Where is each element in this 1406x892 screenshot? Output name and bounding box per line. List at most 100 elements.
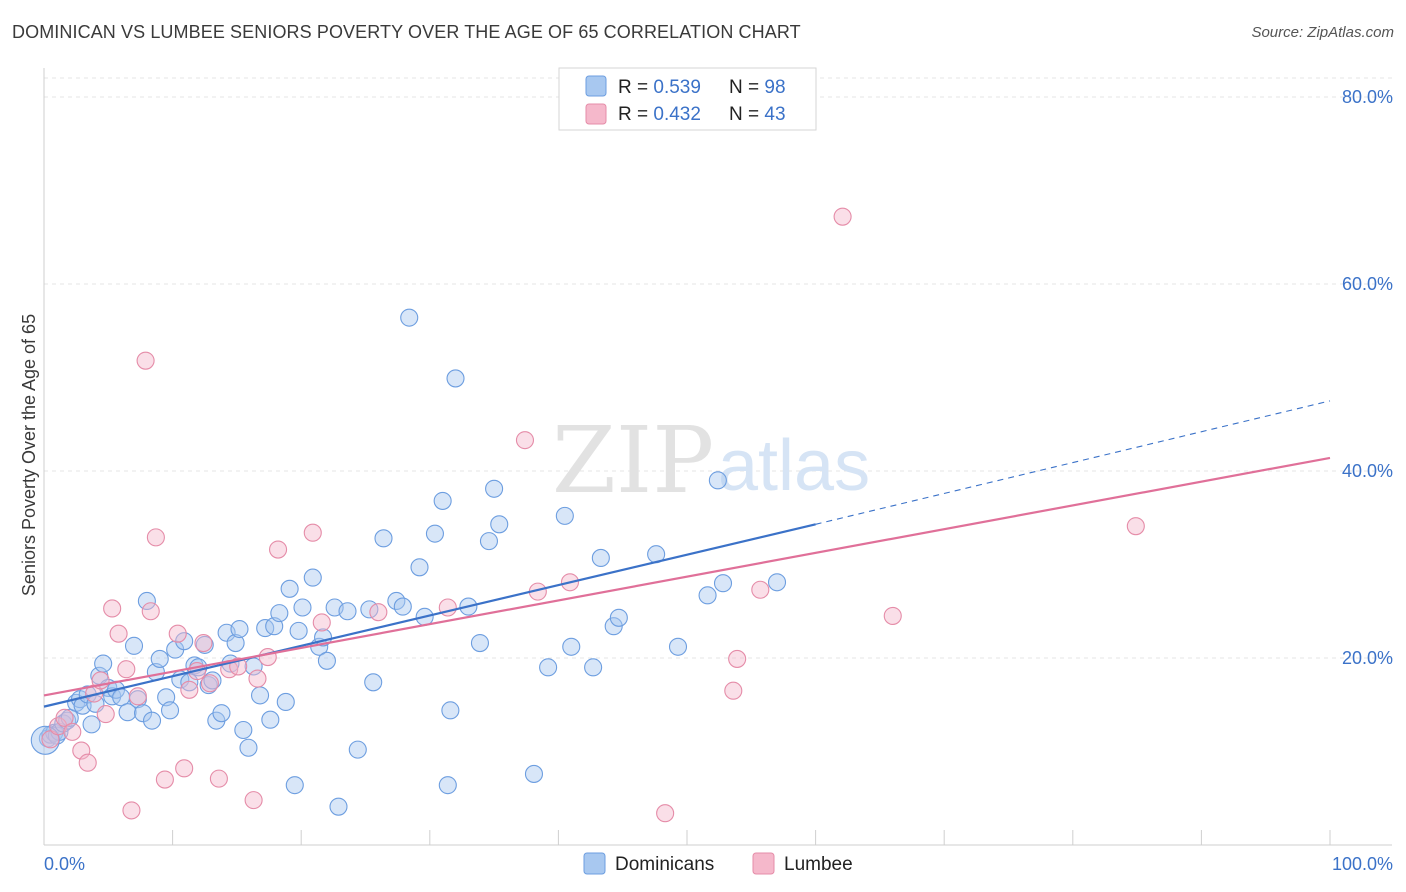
dominicans-point-95	[708, 471, 727, 490]
lumbee-point-15	[141, 602, 160, 621]
dominicans-point-43	[226, 633, 245, 653]
legend-bottom: Dominicans Lumbee	[583, 852, 853, 875]
dominicans-point-71	[400, 308, 419, 327]
dominicans-point-94	[698, 586, 717, 605]
dominicans-point-61	[317, 651, 336, 670]
lumbee-point-22	[194, 633, 213, 653]
chart-title: DOMINICAN VS LUMBEE SENIORS POVERTY OVER…	[12, 22, 801, 42]
x-tick-label-0: 0.0%	[44, 854, 85, 874]
lumbee-point-30	[269, 540, 288, 559]
lumbee-point-28	[248, 669, 267, 688]
lumbee-point-17	[155, 770, 174, 789]
dominicans-point-32	[175, 632, 194, 651]
lumbee-point-12	[122, 801, 141, 820]
legend-swatch-lumbee	[585, 103, 607, 125]
dominicans-point-50	[261, 710, 280, 729]
dominicans-point-87	[562, 637, 581, 656]
dominicans-point-91	[609, 608, 628, 627]
dominicans-point-70	[393, 597, 412, 616]
lumbee-point-32	[312, 613, 331, 632]
dominicans-point-6	[58, 711, 77, 730]
dominicans-point-93	[668, 637, 688, 656]
dominicans-point-20	[118, 703, 137, 722]
lumbee-point-40	[728, 649, 747, 668]
dominicans-point-21	[124, 636, 144, 655]
legend-bottom-label-lumbee: Lumbee	[784, 854, 853, 875]
lumbee-point-20	[180, 680, 199, 699]
lumbee-point-42	[833, 207, 852, 226]
lumbee-point-2	[55, 708, 74, 727]
dominicans-point-96	[713, 574, 733, 593]
lumbee-point-16	[146, 528, 165, 547]
lumbee-point-31	[303, 523, 322, 542]
dominicans-point-58	[303, 568, 322, 587]
trend-lines	[43, 400, 1331, 708]
dominicans-point-85	[539, 658, 558, 677]
lumbee-point-9	[103, 599, 122, 618]
lumbee-point-43	[883, 606, 902, 625]
dominicans-point-90	[604, 617, 623, 636]
dominicans-point-55	[285, 776, 304, 795]
dominicans-point-86	[555, 506, 574, 525]
dominicans-point-23	[133, 704, 153, 723]
lumbee-point-5	[78, 753, 97, 772]
dominicans-point-88	[584, 658, 603, 677]
lumbee-point-27	[244, 791, 263, 810]
dominicans-point-84	[524, 764, 544, 783]
dominicans-point-78	[446, 369, 465, 388]
dominicans-point-81	[479, 532, 499, 551]
dominicans-point-44	[230, 619, 249, 639]
lumbee-point-33	[369, 603, 388, 622]
y-tick-label-3: 80.0%	[1342, 87, 1393, 107]
svg-text:N = 43: N = 43	[729, 104, 786, 125]
dominicans-point-83	[490, 515, 509, 534]
dominicans-point-45	[234, 720, 253, 740]
dominicans-point-89	[591, 548, 610, 568]
dominicans-point-63	[329, 797, 348, 816]
legend-bottom-label-dominicans: Dominicans	[615, 854, 714, 875]
y-tick-labels: 20.0% 40.0% 60.0% 80.0%	[1342, 87, 1393, 668]
y-axis-label: Seniors Poverty Over the Age of 65	[19, 314, 39, 596]
legend-top: R = 0.539 N = 98 R = 0.432 N = 43	[558, 67, 817, 131]
dominicans-points	[30, 308, 787, 816]
dominicans-point-68	[374, 529, 393, 548]
lumbee-point-44	[1126, 517, 1145, 536]
dominicans-point-82	[485, 479, 504, 498]
dominicans-point-97	[767, 573, 787, 592]
svg-text:R = 0.432: R = 0.432	[618, 104, 701, 125]
dominicans-point-77	[441, 701, 460, 720]
y-tick-label-1: 40.0%	[1342, 461, 1393, 481]
lumbee-point-11	[117, 660, 136, 679]
watermark: ZIP atlas	[552, 407, 870, 514]
lumbee-point-19	[175, 759, 194, 778]
source-label: Source: ZipAtlas.com	[1251, 24, 1394, 41]
lumbee-point-24	[209, 769, 228, 788]
lumbee-point-29	[258, 648, 277, 667]
x-tick-label-1: 100.0%	[1332, 854, 1393, 874]
dominicans-point-53	[276, 692, 295, 711]
lumbee-point-35	[515, 431, 535, 450]
dominicans-trend-dashed	[815, 400, 1331, 525]
y-tick-label-0: 20.0%	[1342, 648, 1393, 668]
legend-bottom-swatch-lumbee	[752, 852, 775, 875]
dominicans-point-48	[250, 686, 270, 705]
dominicans-point-65	[348, 740, 367, 759]
dominicans-trend-solid	[43, 523, 816, 708]
watermark-zip: ZIP	[552, 407, 714, 514]
dominicans-point-64	[338, 602, 357, 621]
dominicans-point-15	[94, 654, 113, 673]
dominicans-point-38	[203, 671, 222, 690]
y-tick-label-2: 60.0%	[1342, 274, 1393, 294]
dominicans-point-24	[137, 591, 156, 611]
lumbee-point-41	[751, 580, 770, 599]
dominicans-point-40	[212, 704, 231, 723]
dominicans-point-12	[82, 715, 101, 734]
lumbee-point-14	[136, 351, 155, 370]
lumbee-point-10	[109, 624, 128, 643]
dominicans-point-57	[293, 598, 312, 617]
lumbee-points	[41, 207, 1145, 823]
dominicans-point-54	[280, 579, 299, 598]
dominicans-point-80	[470, 633, 490, 653]
lumbee-point-39	[724, 681, 743, 700]
